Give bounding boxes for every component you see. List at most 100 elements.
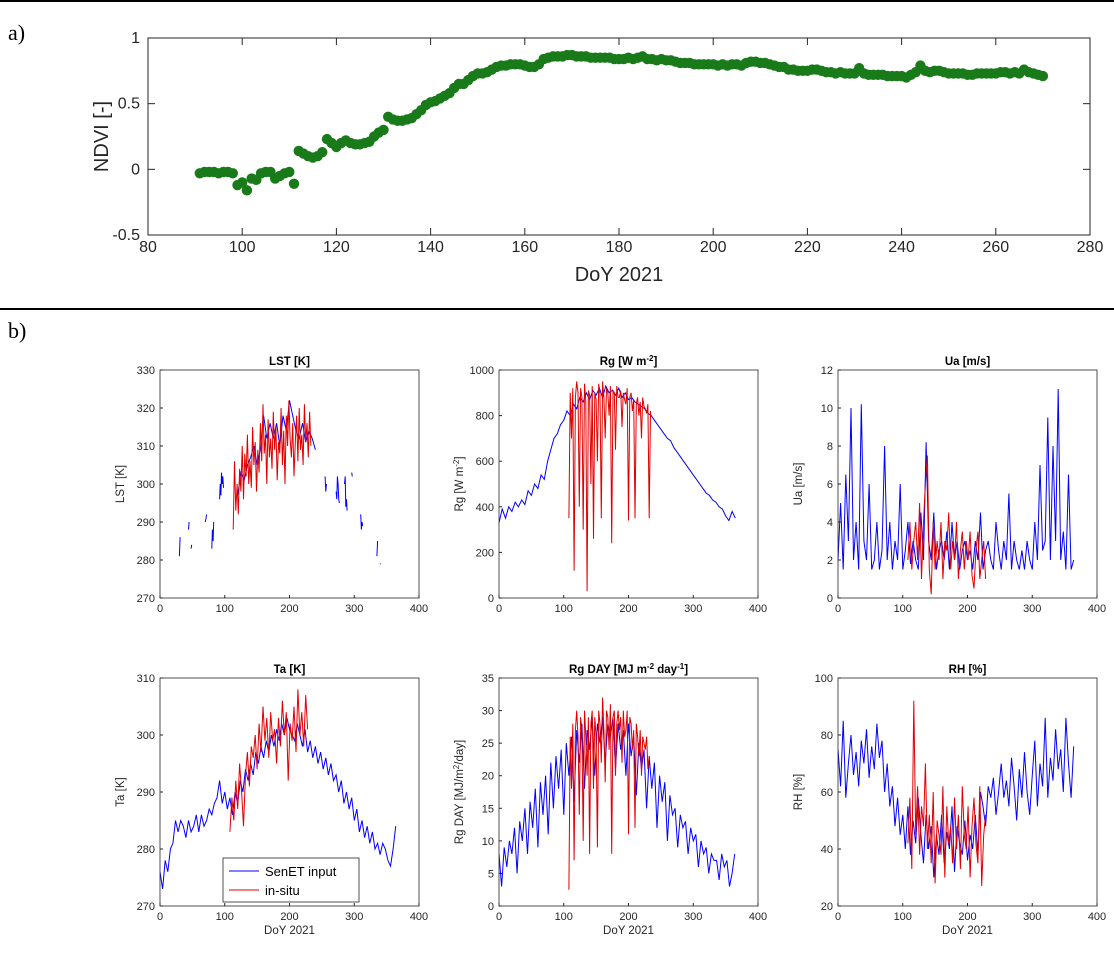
- subplot-1-ytick-label: 280: [137, 555, 155, 567]
- subplot-5-series-senet-line: [499, 717, 736, 887]
- subplot-4-ylabel: Ta [K]: [115, 777, 127, 806]
- subplot-1-xtick-label: 300: [345, 603, 363, 615]
- ndvi-xtick-label: 120: [323, 239, 350, 256]
- subplot-4-xlabel: DoY 2021: [264, 925, 315, 937]
- subplot-2-xtick-label: 400: [749, 603, 767, 615]
- subplot-1-ytick-label: 290: [137, 517, 155, 529]
- subplot-5-ytick-label: 20: [482, 771, 494, 783]
- subplot-6-series-senet-line: [838, 717, 1075, 878]
- ndvi-xtick-label: 180: [606, 239, 633, 256]
- subplot-1-ytick-label: 310: [137, 441, 155, 453]
- legend-label-senet: SenET input: [265, 864, 337, 879]
- subplot-5-ytick-label: 10: [482, 836, 494, 848]
- subplot-2-xtick-label: 300: [684, 603, 702, 615]
- ndvi-xtick-label: 100: [229, 239, 256, 256]
- subplot-1-ytick-label: 270: [137, 593, 155, 605]
- subplot-2-ytick-label: 200: [476, 547, 494, 559]
- subplot-5-ytick-label: 25: [482, 738, 494, 750]
- subplot-6-xlabel: DoY 2021: [942, 925, 993, 937]
- subplot-5-xlabel: DoY 2021: [603, 925, 654, 937]
- ndvi-xtick-label: 200: [700, 239, 727, 256]
- subplot-4-xtick-label: 200: [280, 911, 298, 923]
- ndvi-point: [227, 168, 238, 179]
- legend-label-insitu: in-situ: [265, 883, 300, 898]
- subplot-3-ytick-label: 12: [821, 365, 833, 377]
- subplot-1-series-senet-line: [178, 400, 381, 565]
- ndvi-ytick-label: -0.5: [112, 227, 140, 244]
- ndvi-xtick-label: 140: [417, 239, 444, 256]
- subplot-2-series-insitu-line: [568, 381, 651, 592]
- ndvi-ytick-label: 0.5: [118, 96, 140, 113]
- subplot-2-ytick-label: 0: [488, 593, 494, 605]
- subplot-2-ytick-label: 800: [476, 411, 494, 423]
- subplot-4-ytick-label: 280: [137, 844, 155, 856]
- subplot-6-series-insitu-line: [907, 700, 987, 887]
- subplot-6-ytick-label: 40: [821, 844, 833, 856]
- subplot-3-ytick-label: 6: [827, 479, 833, 491]
- subplot-4-ytick-label: 270: [137, 901, 155, 913]
- subplot-3-series-insitu-line: [907, 455, 987, 595]
- subplot-1-title: LST [K]: [269, 356, 310, 368]
- ndvi-chart: 80 100 120 140 160 180 200 220 240 260 280 -0.5 0 0.5…: [91, 30, 1103, 286]
- subplot-5-xtick-label: 200: [619, 911, 637, 923]
- subplot-5-ytick-label: 35: [482, 673, 494, 685]
- subplot-1-series-insitu-line: [232, 400, 312, 530]
- subplot-3-xtick-label: 100: [894, 603, 912, 615]
- ndvi-point: [317, 147, 328, 158]
- subplot-3-ytick-label: 8: [827, 441, 833, 453]
- subplot-5-xtick-label: 400: [749, 911, 767, 923]
- ndvi-xlabel: DoY 2021: [575, 264, 664, 286]
- subplot-5-xtick-label: 100: [555, 911, 573, 923]
- subplot-2-xtick-label: 0: [496, 603, 502, 615]
- subplot-6-axes-box: [837, 677, 1098, 907]
- subplot-3-ytick-label: 2: [827, 555, 833, 567]
- subplot-4-xtick-label: 0: [157, 911, 163, 923]
- subplot-6-ytick-label: 20: [821, 901, 833, 913]
- subplot-4-xtick-label: 100: [216, 911, 234, 923]
- ndvi-xtick-label: 220: [794, 239, 821, 256]
- subplot-5-title: Rg DAY [MJ m-2 day-1]: [569, 662, 688, 677]
- ndvi-point: [378, 124, 389, 136]
- subplot-1-xtick-label: 100: [216, 603, 234, 615]
- subplot-2-ylabel: Rg [W m-2]: [452, 456, 467, 511]
- subplot-3-xtick-label: 0: [835, 603, 841, 615]
- ndvi-ytick-label: 1: [131, 30, 140, 47]
- panel-a-letter: a): [8, 20, 26, 45]
- ndvi-xtick-label: 260: [982, 239, 1009, 256]
- subplot-1-xtick-label: 200: [280, 603, 298, 615]
- subplot-1-xtick-label: 400: [410, 603, 428, 615]
- subplot-1-ytick-label: 320: [137, 403, 155, 415]
- subplot-2-series-senet-line: [499, 384, 736, 523]
- ndvi-point: [241, 185, 253, 196]
- subplot-6-ytick-label: 80: [821, 730, 833, 742]
- ndvi-point: [1037, 70, 1049, 82]
- legend-box: [222, 857, 360, 903]
- subplot-3-ylabel: Ua [m/s]: [793, 463, 805, 506]
- subplot-4-ytick-label: 300: [137, 730, 155, 742]
- subplot-6-ytick-label: 100: [815, 673, 833, 685]
- subplot-2-ytick-label: 400: [476, 502, 494, 514]
- subplot-4-xtick-label: 300: [345, 911, 363, 923]
- subplot-1-ytick-label: 330: [137, 365, 155, 377]
- subplot-2-ytick-label: 600: [476, 456, 494, 468]
- subplot-3-ytick-label: 10: [821, 403, 833, 415]
- subplot-5-ytick-label: 15: [482, 803, 494, 815]
- subplot-3-title: Ua [m/s]: [945, 356, 991, 368]
- subplot-5-ylabel: Rg DAY [MJ/m2/day]: [452, 740, 467, 844]
- subplot-3-series-senet-line: [838, 388, 1075, 570]
- top-rule: [0, 0, 1114, 2]
- subplot-5-series-insitu-line: [568, 697, 650, 890]
- subplot-6-xtick-label: 0: [835, 911, 841, 923]
- subplot-3-xtick-label: 300: [1023, 603, 1041, 615]
- subplot-4-ytick-label: 290: [137, 787, 155, 799]
- subplot-6-xtick-label: 300: [1023, 911, 1041, 923]
- subplot-6-xtick-label: 200: [958, 911, 976, 923]
- ndvi-point: [288, 178, 300, 189]
- ndvi-ylabel: NDVI [-]: [91, 101, 113, 172]
- subplot-6-ylabel: RH [%]: [793, 774, 805, 810]
- subplot-3-xtick-label: 400: [1088, 603, 1106, 615]
- middle-rule: [0, 308, 1114, 310]
- subplot-6-title: RH [%]: [949, 664, 987, 676]
- subplot-2-xtick-label: 100: [555, 603, 573, 615]
